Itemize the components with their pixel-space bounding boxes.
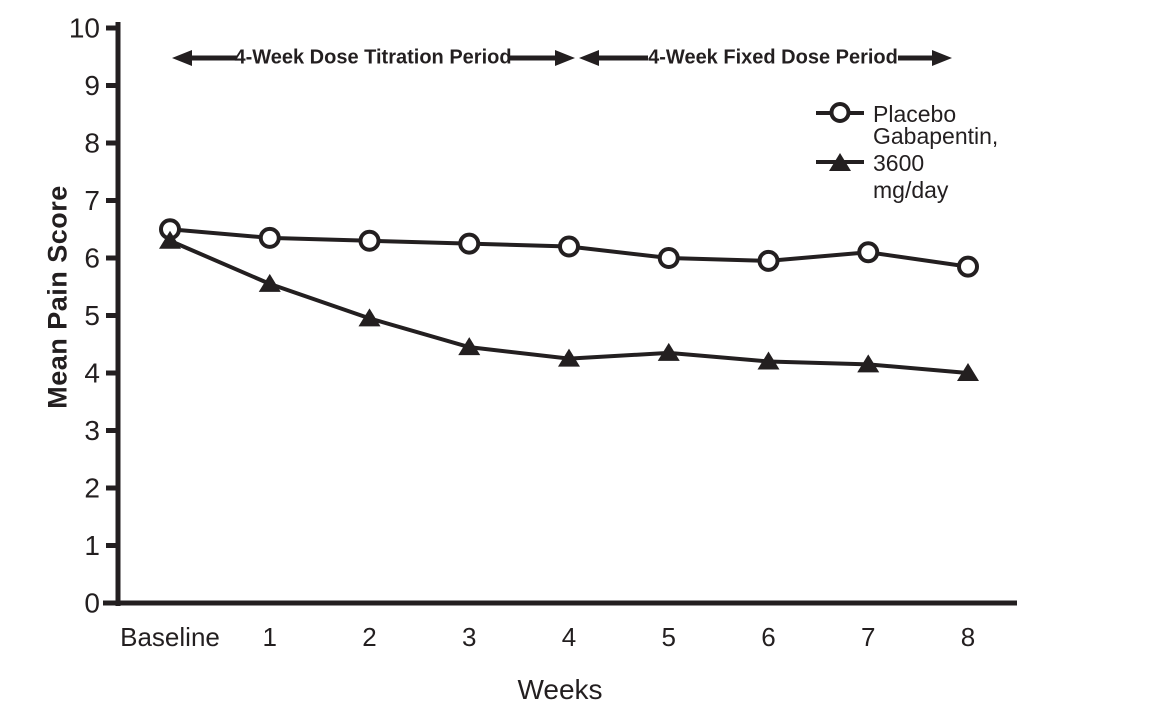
gabapentin-marker: [258, 273, 281, 292]
fixed-right-arrow-head: [932, 50, 952, 66]
placebo-marker: [657, 247, 680, 269]
placebo-marker: [957, 255, 979, 278]
filled-triangle-marker-icon: [816, 149, 864, 175]
gabapentin-marker: [657, 342, 680, 361]
placebo-marker: [458, 232, 481, 255]
y-tick-label: 0: [84, 588, 100, 619]
placebo-marker: [258, 226, 281, 249]
x-tick-label: 7: [861, 622, 875, 652]
placebo-marker: [358, 229, 381, 252]
y-tick-label: 10: [69, 13, 100, 44]
x-tick-label: 8: [961, 622, 975, 652]
x-tick-label: 3: [462, 622, 476, 652]
x-tick-label: 4: [562, 622, 576, 652]
y-tick-label: 7: [84, 185, 100, 216]
x-axis-title: Weeks: [517, 674, 603, 705]
titration-period-annotation: 4-Week Dose Titration Period: [234, 46, 512, 69]
x-tick-label: 2: [362, 622, 376, 652]
legend-label-gabapentin: Gabapentin, 3600 mg/day: [873, 122, 999, 203]
y-tick-label: 9: [84, 70, 100, 101]
titration-left-arrow-head: [172, 50, 192, 66]
placebo-marker: [857, 241, 880, 264]
gabapentin-marker: [358, 308, 381, 327]
legend-item-placebo: Placebo: [816, 100, 957, 127]
x-tick-label: Baseline: [120, 622, 220, 652]
gabapentin-marker: [857, 354, 880, 373]
gabapentin-marker: [458, 337, 481, 356]
y-tick-label: 2: [84, 473, 100, 504]
y-tick-label: 3: [84, 415, 100, 446]
y-axis-title: Mean Pain Score: [42, 185, 73, 409]
y-tick-label: 5: [84, 300, 100, 331]
x-tick-label: 6: [761, 622, 775, 652]
gabapentin-marker: [558, 348, 580, 367]
x-tick-label: 1: [263, 622, 277, 652]
y-tick-label: 4: [84, 358, 100, 389]
placebo-marker: [558, 235, 580, 258]
legend-label-placebo: Placebo: [873, 100, 957, 127]
gabapentin-marker: [159, 230, 181, 249]
titration-right-arrow-head: [555, 50, 575, 66]
open-circle-marker-icon: [816, 100, 864, 126]
placebo-marker: [757, 249, 780, 272]
y-tick-label: 8: [84, 128, 100, 159]
gabapentin-marker: [957, 363, 979, 381]
gabapentin-marker: [757, 351, 780, 370]
legend-item-gabapentin: Gabapentin, 3600 mg/day: [816, 123, 998, 203]
fixed-dose-period-annotation: 4-Week Fixed Dose Period: [648, 46, 898, 69]
y-tick-label: 1: [84, 530, 100, 561]
fixed-left-arrow-head: [579, 50, 599, 66]
y-tick-label: 6: [84, 243, 100, 274]
x-tick-label: 5: [662, 622, 676, 652]
